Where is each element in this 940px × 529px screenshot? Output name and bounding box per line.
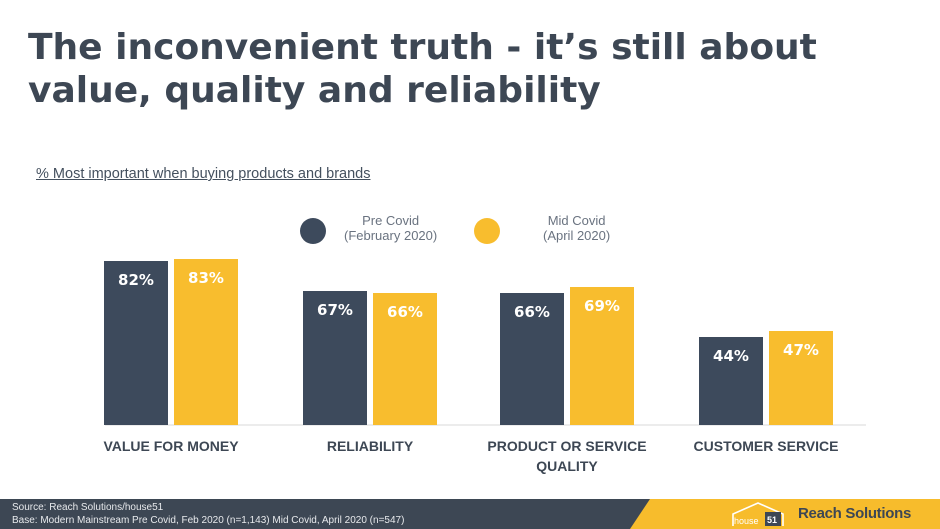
bar-mid-covid (174, 259, 238, 425)
data-label: 66% (387, 303, 423, 321)
page-title: The inconvenient truth - it’s still abou… (28, 27, 817, 111)
category-label: CUSTOMER SERVICE (694, 438, 839, 454)
data-label: 82% (118, 271, 154, 289)
house-logo-text: house (734, 516, 759, 526)
data-label: 66% (514, 303, 550, 321)
footer-source: Source: Reach Solutions/house51 Base: Mo… (12, 502, 405, 526)
category-label: QUALITY (536, 458, 598, 474)
category-label: RELIABILITY (327, 438, 414, 454)
category-label: VALUE FOR MONEY (103, 438, 239, 454)
data-label: 44% (713, 347, 749, 365)
data-label: 83% (188, 269, 224, 287)
legend-swatch-mid-covid (474, 218, 500, 244)
bar-pre-covid (303, 291, 367, 425)
category-label: PRODUCT OR SERVICE (487, 438, 646, 454)
bar-pre-covid (500, 293, 564, 425)
data-label: 67% (317, 301, 353, 319)
legend-label-mid-covid: Mid Covid (April 2020) (543, 213, 611, 243)
legend-label-pre-covid: Pre Covid (February 2020) (344, 213, 438, 243)
footer-brand-name: Reach Solutions (798, 505, 912, 522)
bar-mid-covid (769, 331, 833, 425)
bar-pre-covid (699, 337, 763, 425)
chart-legend: Pre Covid (February 2020) Mid Covid (Apr… (300, 210, 640, 250)
data-label: 47% (783, 341, 819, 359)
footer-bar: Source: Reach Solutions/house51 Base: Mo… (0, 499, 940, 529)
bar-chart: 82% 83% VALUE FOR MONEY 67% 66% RELIABILITY 66… (103, 259, 866, 474)
footer-brand-panel (630, 499, 940, 529)
legend-swatch-pre-covid (300, 218, 326, 244)
house51-logo: house 51 (732, 502, 784, 526)
bar-pre-covid (104, 261, 168, 425)
bar-mid-covid (570, 287, 634, 425)
bar-mid-covid (373, 293, 437, 425)
data-label: 69% (584, 297, 620, 315)
house-logo-number: 51 (767, 515, 777, 525)
chart-subtitle: % Most important when buying products an… (36, 166, 371, 182)
